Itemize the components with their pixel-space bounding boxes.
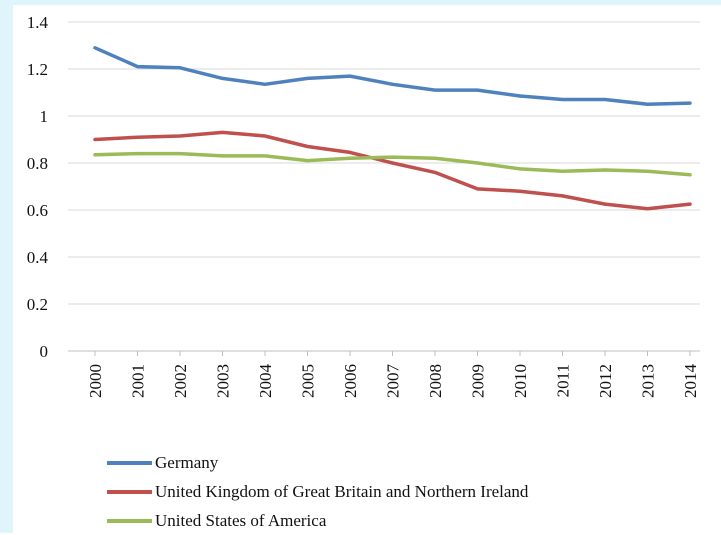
legend: Germany United Kingdom of Great Britain a… xyxy=(107,448,528,535)
left-border-strip xyxy=(0,0,13,533)
y-tick-label: 0.8 xyxy=(27,154,48,173)
x-tick-label: 2003 xyxy=(214,364,233,398)
legend-item: United Kingdom of Great Britain and Nort… xyxy=(107,477,528,506)
legend-item: Germany xyxy=(107,448,528,477)
y-tick-label: 0.4 xyxy=(27,248,49,267)
legend-swatch xyxy=(107,489,152,494)
series-line-0 xyxy=(93,46,692,106)
x-tick-label: 2012 xyxy=(596,364,615,398)
top-border-strip xyxy=(0,0,721,5)
legend-label: United States of America xyxy=(155,510,327,530)
legend-swatch xyxy=(107,518,152,523)
y-tick-label: 0.2 xyxy=(27,295,48,314)
legend-swatch xyxy=(107,460,152,465)
y-tick-label: 1.4 xyxy=(27,13,49,32)
x-tick-label: 2004 xyxy=(256,364,275,399)
x-tick-label: 2014 xyxy=(681,364,700,399)
y-tick-label: 0 xyxy=(40,342,49,361)
x-tick-label: 2002 xyxy=(171,364,190,398)
legend-label: Germany xyxy=(155,452,219,472)
y-tick-label: 1 xyxy=(40,107,49,126)
y-tick-label: 1.2 xyxy=(27,60,48,79)
series-line-1 xyxy=(93,130,692,211)
x-tick-label: 2010 xyxy=(511,364,530,398)
x-tick-label: 2000 xyxy=(86,364,105,398)
x-tick-label: 2005 xyxy=(299,364,318,398)
legend-item: United States of America xyxy=(107,506,528,535)
x-tick-label: 2008 xyxy=(426,364,445,398)
x-tick-label: 2006 xyxy=(341,364,360,398)
x-tick-label: 2011 xyxy=(554,364,573,397)
legend-label: United Kingdom of Great Britain and Nort… xyxy=(155,481,529,501)
x-tick-label: 2013 xyxy=(639,364,658,398)
x-tick-label: 2007 xyxy=(384,364,403,399)
series-line-2 xyxy=(93,151,692,177)
x-tick-label: 2009 xyxy=(469,364,488,398)
x-tick-label: 2001 xyxy=(129,364,148,398)
y-tick-label: 0.6 xyxy=(27,201,48,220)
